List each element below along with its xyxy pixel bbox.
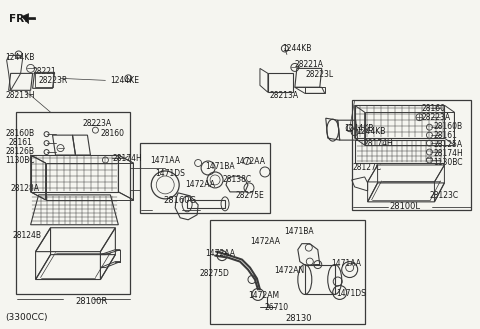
Text: 28275E: 28275E xyxy=(235,191,264,200)
Text: 28223L: 28223L xyxy=(306,70,334,79)
Text: 28221: 28221 xyxy=(33,67,56,76)
Text: 28213A: 28213A xyxy=(270,91,299,100)
Text: 28100R: 28100R xyxy=(75,297,108,306)
Text: 28275D: 28275D xyxy=(199,269,229,278)
Text: 28123C: 28123C xyxy=(430,191,458,200)
Text: 28160: 28160 xyxy=(421,104,445,113)
Text: 28223R: 28223R xyxy=(38,76,68,85)
Bar xyxy=(140,143,270,213)
Text: 28174H: 28174H xyxy=(112,154,142,163)
Text: 1471BA: 1471BA xyxy=(205,163,235,171)
Text: 26710: 26710 xyxy=(265,303,289,312)
Text: FR.: FR. xyxy=(9,13,28,24)
Text: (3300CC): (3300CC) xyxy=(6,313,48,322)
Text: 28213H: 28213H xyxy=(6,91,36,100)
Text: 1472AA: 1472AA xyxy=(250,237,280,246)
Text: 28161: 28161 xyxy=(433,131,457,139)
Text: 1472AA: 1472AA xyxy=(235,157,265,165)
Text: 28160B: 28160B xyxy=(6,129,35,138)
Text: 28223A: 28223A xyxy=(421,113,451,122)
Text: 1130BC: 1130BC xyxy=(433,158,463,166)
Text: 28125A: 28125A xyxy=(433,139,463,149)
Text: 28100L: 28100L xyxy=(390,202,420,211)
Text: 28223A: 28223A xyxy=(83,119,111,128)
Bar xyxy=(352,100,471,210)
Text: 28126B: 28126B xyxy=(6,146,35,156)
Text: 1471AA: 1471AA xyxy=(150,156,180,164)
Text: 1244KE: 1244KE xyxy=(110,76,139,85)
Text: 28161: 28161 xyxy=(9,138,33,147)
Text: 28138C: 28138C xyxy=(222,175,251,185)
Text: 1471BA: 1471BA xyxy=(284,227,313,236)
Text: 1244KB: 1244KB xyxy=(6,53,35,62)
Text: 28124B: 28124B xyxy=(12,231,42,240)
Text: 1471DS: 1471DS xyxy=(336,289,366,298)
Text: 1472AA: 1472AA xyxy=(205,249,235,258)
Text: 28128A: 28128A xyxy=(11,184,40,193)
Text: 1471DS: 1471DS xyxy=(155,169,185,178)
Polygon shape xyxy=(22,13,36,24)
Text: 1244KB: 1244KB xyxy=(357,127,386,136)
Text: 1472AA: 1472AA xyxy=(185,180,215,190)
Bar xyxy=(210,220,365,324)
Text: 1130BC: 1130BC xyxy=(6,156,35,164)
Text: 28130: 28130 xyxy=(286,314,312,323)
Text: 28160B: 28160B xyxy=(433,122,463,131)
Text: 28174H: 28174H xyxy=(364,139,394,148)
Text: 1244KB: 1244KB xyxy=(282,44,311,53)
Text: 28160: 28160 xyxy=(100,129,124,138)
Text: 28127C: 28127C xyxy=(353,164,382,172)
Bar xyxy=(16,112,130,294)
Text: 1471AA: 1471AA xyxy=(331,259,361,268)
Text: 28160G: 28160G xyxy=(163,196,196,205)
Text: 28174H: 28174H xyxy=(433,149,463,158)
Text: 1244KB: 1244KB xyxy=(345,124,374,133)
Text: 1472AN: 1472AN xyxy=(274,266,304,275)
Text: 28221A: 28221A xyxy=(295,60,324,69)
Text: 1472AM: 1472AM xyxy=(248,291,279,300)
